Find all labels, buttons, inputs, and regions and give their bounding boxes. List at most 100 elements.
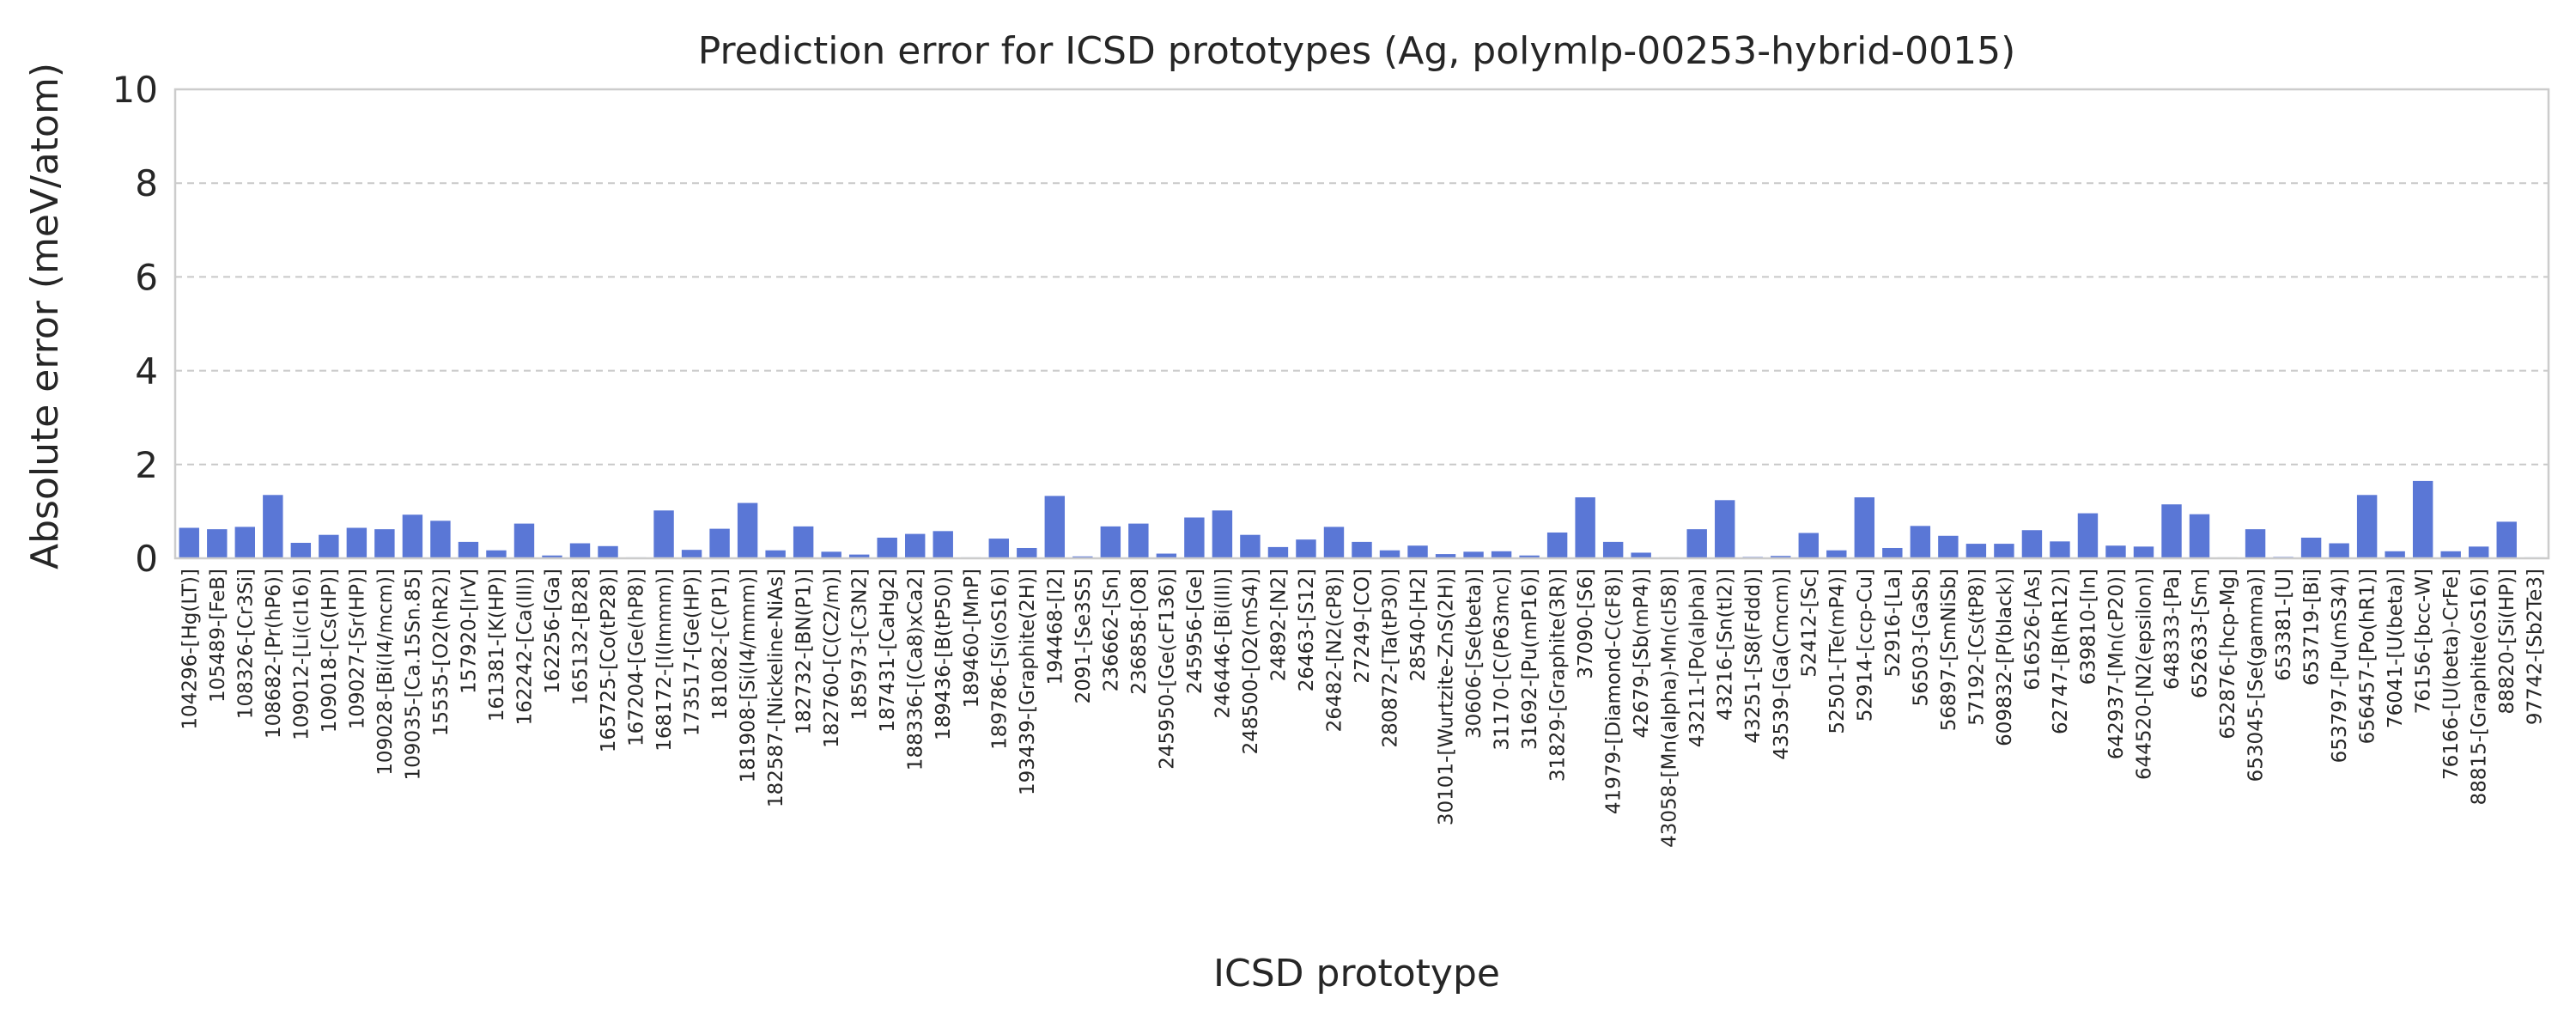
bar [1854, 497, 1875, 558]
x-tick-label: 52501-[Te(mP4)] [1826, 569, 1849, 734]
x-tick-label: 43539-[Ga(Cmcm)] [1771, 569, 1793, 760]
x-tick-label: 109018-[Cs(HP)] [319, 569, 341, 733]
bar [1715, 500, 1735, 558]
x-tick-label: 31692-[Pu(mP16)] [1519, 569, 1541, 750]
bar [234, 527, 256, 558]
bar [374, 529, 395, 558]
x-tick-label: 37090-[S6] [1575, 569, 1597, 679]
bar [2356, 495, 2378, 558]
x-tick-label: 187431-[CaHg2] [877, 569, 899, 733]
x-tick-label: 109028-[Bi(I4/mcm)] [374, 569, 397, 776]
x-tick-label: 57192-[Cs(tP8)] [1965, 569, 1988, 726]
bar [1602, 541, 1624, 558]
bar [2189, 514, 2210, 558]
bar [1686, 529, 1707, 558]
x-tick-label: 2091-[Se3S5] [1072, 569, 1095, 703]
bar [1938, 535, 1959, 558]
bar [2050, 541, 2070, 558]
x-tick-label: 193439-[Graphite(2H)] [1017, 569, 1039, 795]
y-tick-label: 0 [135, 538, 158, 580]
x-tick-label: 62747-[B(hR12)] [2050, 569, 2072, 734]
bar [319, 534, 339, 558]
x-tick-label: 182732-[BN(P1)] [793, 569, 816, 734]
x-tick-label: 653797-[Pu(mS34)] [2329, 569, 2351, 763]
x-tick-label: 652633-[Sm] [2190, 569, 2212, 698]
bar [569, 543, 591, 558]
x-tick-label: 41979-[Diamond-C(cF8)] [1603, 569, 1625, 814]
bar [2021, 530, 2043, 558]
x-tick-label: 189436-[B(tP50)] [933, 569, 955, 740]
bar [2496, 521, 2517, 558]
y-tick-label: 10 [112, 69, 158, 111]
x-tick-label: 236662-[Sn] [1100, 569, 1122, 691]
x-tick-label: 609832-[P(black)] [1994, 569, 2016, 746]
x-axis-label: ICSD prototype [1213, 952, 1500, 995]
x-tick-label: 616526-[As] [2021, 569, 2044, 691]
x-tick-label: 76041-[U(beta)] [2385, 569, 2407, 728]
bar [1379, 550, 1400, 558]
x-tick-label: 97742-[Sb2Te3] [2524, 569, 2547, 725]
x-tick-label: 656457-[Po(hR1)] [2357, 569, 2379, 744]
x-tick-label: 639810-[In] [2077, 569, 2099, 685]
bar [542, 555, 562, 558]
x-tick-label: 181908-[Si(I4/mmm)] [738, 569, 760, 782]
x-tick-label: 27249-[CO] [1352, 569, 1374, 684]
x-tick-label: 245950-[Ge(cF136)] [1156, 569, 1178, 770]
y-tick-label: 2 [135, 444, 158, 486]
bar [1240, 534, 1261, 558]
bar [1798, 533, 1819, 558]
x-tick-label: 108682-[Pr(hP6)] [263, 569, 285, 739]
bar [2440, 551, 2461, 558]
bar [2329, 543, 2349, 558]
bar [1519, 555, 1540, 558]
bar [737, 502, 758, 558]
x-tick-label: 165725-[Co(tP28)] [598, 569, 620, 752]
x-tick-label: 109012-[Li(cI16)] [290, 569, 313, 740]
x-tick-label: 642937-[Mn(cP20)] [2105, 569, 2128, 759]
x-tick-label: 185973-[C3N2] [849, 569, 872, 721]
x-tick-label: 653381-[U] [2273, 569, 2295, 681]
bar [1882, 547, 1903, 558]
x-tick-label: 52916-[La] [1882, 569, 1905, 677]
x-tick-label: 161381-[K(HP)] [486, 569, 508, 721]
x-tick-label: 52412-[Sc] [1798, 569, 1820, 678]
x-tick-label: 42679-[Sb(mP4)] [1631, 569, 1653, 738]
bar [933, 531, 953, 558]
bar [877, 537, 897, 558]
x-tick-label: 31170-[C(P63mc)] [1492, 569, 1514, 751]
x-tick-label: 162242-[Ca(III)] [513, 569, 536, 726]
x-tick-label: 43216-[Sn(tI2)] [1715, 569, 1737, 721]
x-tick-label: 43251-[S8(Fddd)] [1742, 569, 1765, 744]
x-tick-label: 52914-[ccp-Cu] [1854, 569, 1876, 721]
bar [1156, 553, 1177, 558]
bar [2077, 513, 2099, 558]
bar [1184, 517, 1205, 558]
bar [486, 550, 507, 558]
bar [848, 554, 870, 558]
bar [207, 529, 228, 558]
bar [1435, 554, 1456, 558]
plot-area-frame [173, 88, 2550, 560]
bar [430, 521, 451, 558]
bar [1491, 551, 1512, 558]
x-tick-label: 248500-[O2(mS4)] [1240, 569, 1262, 754]
bar [290, 542, 312, 558]
x-tick-label: 56897-[SmNiSb] [1938, 569, 1960, 731]
x-axis-ticks: 104296-[Hg(LT)] 105489-[FeB] 108326-[Cr3Si… [179, 569, 2546, 848]
bar [988, 539, 1009, 558]
x-tick-label: 43211-[Po(alpha)] [1686, 569, 1709, 747]
x-tick-label: 162256-[Ga] [542, 569, 564, 694]
bar [2468, 546, 2489, 558]
x-tick-label: 76166-[U(beta)-CrFe] [2440, 569, 2463, 780]
x-tick-label: 182587-[Nickeline-NiAs] [765, 569, 787, 807]
bar [653, 510, 674, 558]
x-tick-label: 104296-[Hg(LT)] [179, 569, 201, 730]
bar [905, 533, 926, 558]
bar [1352, 541, 1372, 558]
bar [2412, 480, 2433, 558]
bar [1546, 532, 1568, 558]
gridlines [175, 182, 2549, 466]
x-tick-label: 189786-[Si(oS16)] [988, 569, 1011, 750]
